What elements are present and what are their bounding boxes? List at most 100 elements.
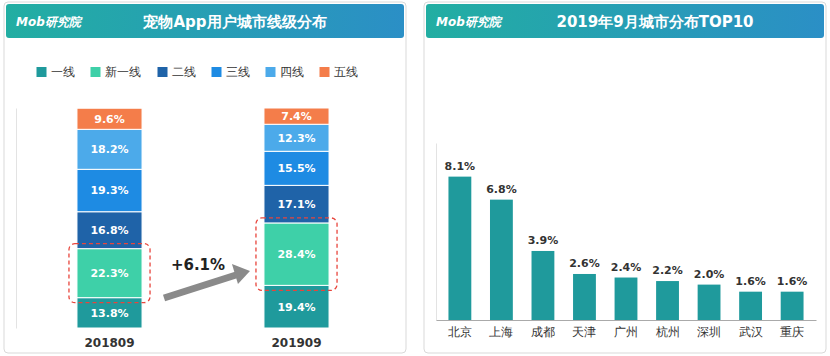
legend: 一线 新一线 二线 三线 四线 五线: [37, 65, 358, 79]
bar-segment: [77, 169, 142, 211]
legend-item: 新一线: [91, 65, 141, 79]
y-axis: [436, 144, 437, 321]
data-label: 19.3%: [90, 184, 128, 197]
data-label: 22.3%: [90, 267, 128, 280]
data-label: 9.6%: [94, 113, 125, 126]
data-label: 19.4%: [277, 301, 315, 314]
highlight-box: [256, 218, 337, 290]
highlight-box: [69, 244, 150, 303]
bar: [448, 177, 471, 320]
bar: [781, 292, 804, 320]
x-tick: 北京: [448, 325, 472, 339]
data-label: 7.4%: [281, 110, 312, 123]
brand: Mob研究院: [436, 15, 503, 29]
x-axis: 北京 上海 成都 天津 广州 杭州 深圳 武汉 重庆: [437, 321, 817, 339]
x-tick-label: 重庆: [780, 325, 804, 339]
brand: Mob研究院: [16, 15, 83, 29]
data-label: 8.1%: [445, 160, 476, 173]
x-tick: 201909: [271, 336, 321, 350]
bars: [448, 177, 803, 320]
data-label: 2.2%: [652, 264, 683, 277]
data-label: 3.9%: [528, 234, 559, 247]
x-tick-label: 201809: [84, 336, 134, 350]
panel-header: [426, 4, 824, 38]
x-axis-line: [437, 320, 817, 321]
data-label: 28.4%: [277, 248, 315, 261]
x-tick: 深圳: [697, 325, 721, 339]
panel-frame: [424, 2, 826, 353]
legend-swatch: [212, 67, 222, 77]
bar: [615, 278, 638, 320]
legend-item: 五线: [320, 65, 358, 79]
data-label: 18.2%: [90, 143, 128, 156]
x-tick-label: 北京: [448, 325, 472, 339]
y-axis-line: [436, 144, 437, 321]
bar-segment: [264, 285, 329, 328]
legend-item: 一线: [37, 65, 75, 79]
bar-segment: [77, 249, 142, 298]
legend-label: 新一线: [105, 65, 141, 79]
legend-label: 四线: [280, 65, 304, 79]
bar: [656, 281, 679, 320]
bar-segment: [264, 151, 329, 185]
bar-segment: [264, 124, 329, 151]
x-tick: 天津: [572, 325, 596, 339]
data-label: 16.8%: [90, 224, 128, 237]
x-tick-label: 成都: [531, 325, 555, 339]
chart-title: 2019年9月城市分布TOP10: [556, 13, 753, 31]
x-tick-label: 深圳: [697, 325, 721, 339]
annotation-arrow-head: [232, 264, 250, 284]
panel: Mob研究院 2019年9月城市分布TOP10 8.1% 6.8% 3.9% 2.6% 2.…: [424, 2, 826, 353]
x-tick: 杭州: [655, 325, 680, 339]
legend-swatch: [266, 67, 276, 77]
bar-segment: [264, 223, 329, 285]
legend-label: 二线: [172, 65, 196, 79]
bar: [739, 292, 762, 320]
chart-title: 宠物App用户城市线级分布: [142, 13, 326, 31]
legend-label: 五线: [334, 65, 358, 79]
legend-swatch: [37, 67, 47, 77]
legend-item: 三线: [212, 65, 250, 79]
x-tick-label: 上海: [489, 325, 513, 339]
data-label: 13.8%: [90, 307, 128, 320]
data-label: 2.0%: [694, 268, 725, 281]
bar: [698, 285, 721, 320]
x-axis: 201809 201909: [84, 336, 321, 350]
x-tick-label: 广州: [614, 325, 638, 339]
chart-root: Mob研究院 宠物App用户城市线级分布 13.8% 19.4% 22.3% 28.4% 1…: [0, 0, 830, 356]
legend-label: 三线: [226, 65, 250, 79]
x-tick: 武汉: [739, 325, 763, 339]
x-tick-label: 天津: [572, 325, 596, 339]
data-label: 1.6%: [777, 275, 808, 288]
y-axis: [16, 109, 17, 329]
x-tick: 广州: [614, 325, 638, 339]
x-tick-label: 武汉: [739, 325, 763, 339]
y-axis-line: [16, 109, 17, 329]
x-tick: 201809: [84, 336, 134, 350]
x-tick: 重庆: [780, 325, 804, 339]
legend-item: 四线: [266, 65, 304, 79]
panel-frame: [4, 2, 406, 353]
panel-header: [6, 4, 404, 38]
bar: [573, 274, 596, 320]
data-label: 6.8%: [486, 183, 517, 196]
data-label: 12.3%: [277, 132, 315, 145]
data-label: 2.4%: [611, 261, 642, 274]
bar: [490, 200, 513, 320]
legend-label: 一线: [51, 65, 75, 79]
bar-segment: [77, 108, 142, 129]
data-label: 17.1%: [277, 198, 315, 211]
legend-item: 二线: [158, 65, 196, 79]
annotation-arrow: [164, 275, 236, 298]
annotation: +6.1%: [171, 256, 225, 274]
x-tick: 成都: [531, 325, 555, 339]
legend-swatch: [320, 67, 330, 77]
legend-swatch: [158, 67, 168, 77]
panel: Mob研究院 宠物App用户城市线级分布 13.8% 19.4% 22.3% 28.4% 1…: [4, 2, 406, 353]
bar: [532, 251, 555, 320]
data-label: 1.6%: [735, 275, 766, 288]
bar-segment: [264, 108, 329, 124]
bar-segment: [77, 129, 142, 169]
data-label: 15.5%: [277, 162, 315, 175]
data-label: 2.6%: [569, 257, 600, 270]
